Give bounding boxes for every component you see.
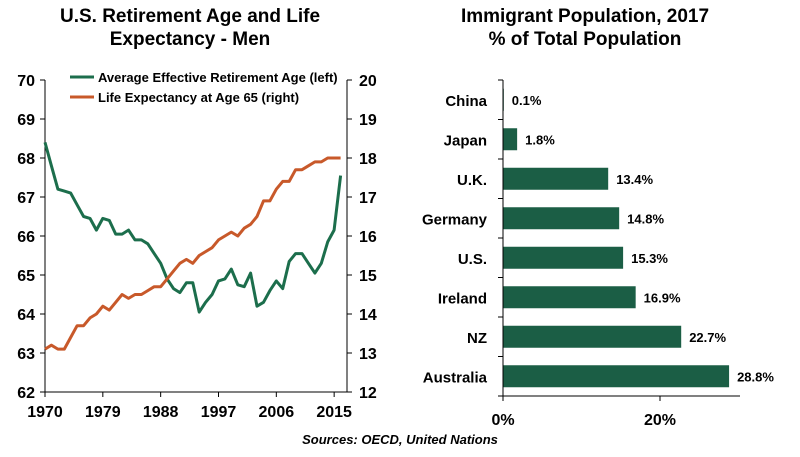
bar-value-label: 13.4% <box>616 172 653 187</box>
bar <box>503 325 682 348</box>
right-y-tick-label: 19 <box>359 112 377 129</box>
x-tick-label: 1979 <box>85 404 121 421</box>
category-label: Australia <box>423 369 488 386</box>
retirement-chart-title-line-1: U.S. Retirement Age and Life <box>59 6 321 27</box>
left-y-tick-label: 66 <box>17 229 35 246</box>
bar-value-label: 16.9% <box>644 290 681 305</box>
life-expectancy-series-line <box>44 156 341 351</box>
bar <box>503 207 620 230</box>
category-label: NZ <box>467 330 487 347</box>
retirement-age-series-line <box>43 142 343 314</box>
left-y-tick-label: 65 <box>17 268 35 285</box>
category-label: U.K. <box>457 172 487 189</box>
right-y-tick-label: 14 <box>359 307 377 324</box>
left-y-tick-label: 70 <box>17 73 35 90</box>
x-tick-label: 2015 <box>316 404 352 421</box>
immigrant-chart-title: Immigrant Population, 2017 % of Total Po… <box>415 5 755 51</box>
bar-value-label: 0.1% <box>512 93 542 108</box>
bar <box>503 246 624 269</box>
bar-value-label: 15.3% <box>631 251 668 266</box>
left-y-tick-label: 62 <box>17 385 35 402</box>
category-label: Japan <box>444 132 487 149</box>
bar-value-label: 22.7% <box>689 330 726 345</box>
bar-value-label: 14.8% <box>627 211 664 226</box>
immigrant-chart-title-line-2: % of Total Population <box>488 29 682 50</box>
bar-value-label: 1.8% <box>525 132 555 147</box>
left-y-tick-label: 63 <box>17 346 35 363</box>
bar <box>503 128 518 151</box>
right-y-tick-label: 15 <box>359 268 377 285</box>
category-label: Ireland <box>438 290 487 307</box>
bar <box>503 167 609 190</box>
category-label: Germany <box>422 211 488 228</box>
retirement-chart-title-line-2: Expectancy - Men <box>109 29 271 50</box>
right-y-tick-label: 17 <box>359 190 377 207</box>
category-label: China <box>445 93 487 110</box>
bar <box>503 365 730 388</box>
right-y-tick-label: 18 <box>359 151 377 168</box>
value-tick-label: 20% <box>644 412 676 429</box>
value-tick-label: 0% <box>491 412 514 429</box>
right-y-tick-label: 12 <box>359 385 377 402</box>
x-tick-label: 1997 <box>201 404 237 421</box>
right-y-tick-label: 13 <box>359 346 377 363</box>
immigrant-chart-title-line-1: Immigrant Population, 2017 <box>460 6 710 27</box>
left-y-tick-label: 68 <box>17 151 35 168</box>
bar-value-label: 28.8% <box>737 369 774 384</box>
category-label: U.S. <box>458 251 487 268</box>
left-y-tick-label: 69 <box>17 112 35 129</box>
legend-label: Average Effective Retirement Age (left) <box>98 70 338 85</box>
source-note: Sources: OECD, United Nations <box>302 432 498 447</box>
x-tick-label: 2006 <box>259 404 295 421</box>
x-tick-label: 1988 <box>143 404 179 421</box>
retirement-chart-title: U.S. Retirement Age and Life Expectancy … <box>20 5 360 51</box>
right-y-tick-label: 20 <box>359 73 377 90</box>
left-y-tick-label: 67 <box>17 190 35 207</box>
right-y-tick-label: 16 <box>359 229 377 246</box>
left-y-tick-label: 64 <box>17 307 35 324</box>
legend-label: Life Expectancy at Age 65 (right) <box>98 90 299 105</box>
x-tick-label: 1970 <box>27 404 63 421</box>
bar <box>503 286 636 309</box>
